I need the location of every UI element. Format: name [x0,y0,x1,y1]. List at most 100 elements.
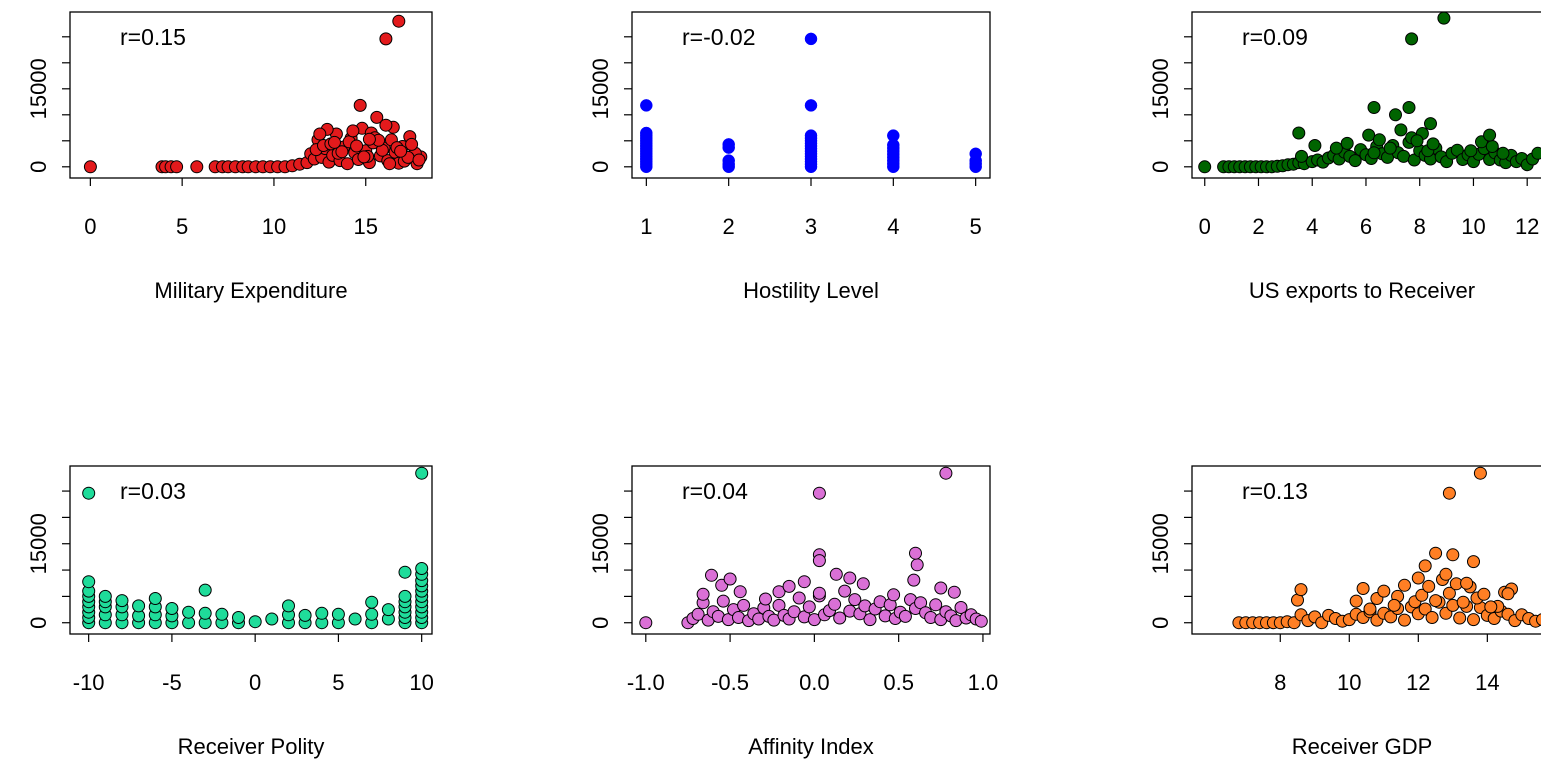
us-exports-to-receiver-data-point [1531,146,1541,160]
receiver-polity-data-point [365,607,379,621]
military-expenditure-data-point [357,150,371,164]
affinity-index-data-point [716,594,730,608]
affinity-index-data-point [838,584,852,598]
us-exports-to-receiver-y-tick-label: 0 [1148,161,1173,173]
panel-hostility-level: 0 15000 1 2 3 4 5 Hostility Level r=-0.02 [588,11,991,303]
receiver-gdp-data-point [1446,548,1460,562]
military-expenditure-data-point [405,137,419,151]
affinity-index-points [639,466,988,630]
affinity-index-data-point [829,567,843,581]
receiver-polity-data-point [82,486,96,500]
us-exports-to-receiver-data-point [1308,139,1322,152]
us-exports-to-receiver-data-point [1367,146,1381,160]
affinity-index-data-point [843,571,857,585]
affinity-index-data-point [954,601,968,614]
us-exports-to-receiver-data-point [1348,154,1362,168]
military-expenditure-data-point [328,135,341,149]
receiver-gdp-data-point [1425,611,1439,624]
receiver-polity-data-point [315,606,329,620]
military-expenditure-data-point [362,132,376,146]
military-expenditure-data-point [170,160,184,174]
military-expenditure-data-point [346,124,360,138]
hostility-level-points [640,32,982,174]
us-exports-to-receiver-data-point [1483,128,1497,142]
military-expenditure-data-point [335,145,349,159]
us-exports-to-receiver-data-point [1424,117,1437,131]
affinity-index-x-axis-title: Affinity Index [748,734,874,759]
receiver-gdp-data-point [1398,613,1411,627]
receiver-polity-plot-frame [69,465,433,635]
receiver-polity-x-tick-label: -10 [73,670,105,695]
military-expenditure-x-axis-title: Military Expenditure [154,278,347,303]
receiver-polity-x-tick-label: 10 [409,670,433,695]
receiver-gdp-data-point [1387,598,1401,612]
receiver-gdp-correlation-label: r=0.13 [1242,478,1308,504]
affinity-index-data-point [723,572,737,586]
military-expenditure-correlation-label: r=0.15 [120,24,186,50]
us-exports-to-receiver-data-point [1362,128,1376,142]
us-exports-to-receiver-x-tick-label: 4 [1306,214,1318,239]
receiver-polity-data-point [82,575,96,589]
receiver-gdp-data-point [1467,613,1480,627]
us-exports-to-receiver-x-axis-title: US exports to Receiver [1249,278,1475,303]
hostility-level-data-point [969,147,982,161]
affinity-index-data-point [639,616,653,630]
hostility-level-data-point [722,138,735,151]
affinity-index-data-point [934,581,948,595]
affinity-index-correlation-label: r=0.04 [682,478,748,504]
receiver-gdp-data-point [1473,466,1487,480]
us-exports-to-receiver-data-point [1402,101,1416,114]
us-exports-to-receiver-x-tick-label: 12 [1515,214,1539,239]
us-exports-to-receiver-data-point [1389,108,1402,122]
receiver-polity-data-point [265,612,279,626]
affinity-index-data-point [828,597,842,611]
hostility-level-x-tick-label: 3 [805,214,817,239]
affinity-index-x-tick-label: 0.5 [883,670,914,695]
affinity-index-data-point [787,605,801,619]
receiver-polity-data-point [298,608,312,622]
panel-affinity-index: 0 15000 -1.0 -0.5 0.0 0.5 1.0 Affinity Index r=0… [588,465,998,759]
military-expenditure-data-point [379,118,393,132]
affinity-index-y-tick-label: 0 [588,617,613,629]
military-expenditure-data-point [190,160,204,174]
receiver-gdp-points [1232,466,1541,630]
affinity-index-data-point [907,573,921,587]
receiver-polity-data-point [132,599,146,613]
hostility-level-x-tick-label: 2 [723,214,735,239]
us-exports-to-receiver-data-point [1485,140,1499,153]
receiver-polity-data-point [348,612,362,626]
military-expenditure-plot-frame [69,11,433,179]
receiver-gdp-data-point [1467,555,1480,569]
affinity-index-data-point [898,609,912,623]
receiver-polity-data-point [415,466,429,480]
us-exports-to-receiver-data-point [1329,141,1343,155]
hostility-level-data-point [640,99,653,112]
affinity-index-data-point [691,607,705,621]
hostility-level-data-point [804,129,818,142]
us-exports-to-receiver-y-tick-label: 15000 [1148,58,1173,119]
affinity-index-data-point [782,579,796,593]
military-expenditure-data-point [383,157,397,171]
panel-receiver-gdp: 0 15000 8 10 12 14 Receiver GDP r=0.13 [1148,465,1541,759]
affinity-index-data-point [705,568,718,582]
receiver-gdp-x-axis-title: Receiver GDP [1292,734,1433,759]
us-exports-to-receiver-x-tick-label: 0 [1199,214,1211,239]
affinity-index-data-point [812,586,826,600]
military-expenditure-x-tick-label: 10 [262,214,286,239]
us-exports-to-receiver-data-point [1394,123,1408,137]
receiver-gdp-data-point [1356,582,1370,595]
receiver-gdp-y-tick-label: 0 [1148,617,1173,629]
receiver-polity-data-point [115,594,129,608]
panel-military-expenditure: 0 15000 0 5 10 15 Military Expenditure r=0.15 [26,11,433,303]
military-expenditure-points [83,14,428,174]
us-exports-to-receiver-x-tick-label: 2 [1252,214,1264,239]
receiver-gdp-plot-frame [1191,465,1541,635]
receiver-polity-y-tick-label: 15000 [26,513,51,574]
us-exports-to-receiver-plot-frame [1191,11,1541,179]
receiver-gdp-data-point [1363,602,1377,616]
military-expenditure-data-point [313,127,327,141]
panel-us-exports: 0 15000 0 2 4 6 8 10 12 US exports to Receiver r=0… [1148,11,1541,303]
receiver-polity-x-tick-label: -5 [162,670,182,695]
receiver-polity-x-axis-title: Receiver Polity [178,734,325,759]
